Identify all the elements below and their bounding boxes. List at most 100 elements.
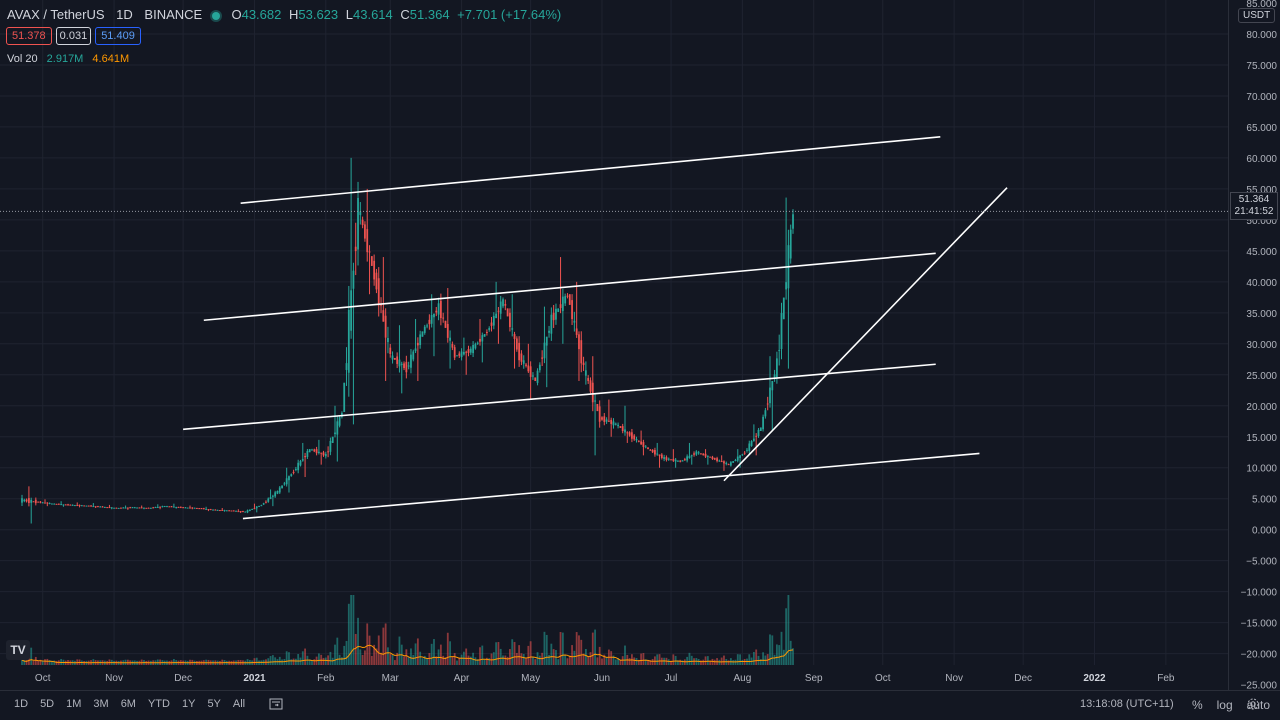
candle-body <box>734 459 737 461</box>
volume-bar <box>382 627 385 665</box>
range-1m[interactable]: 1M <box>66 698 82 710</box>
volume-bar <box>412 654 415 665</box>
candle-body <box>571 300 573 320</box>
price-axis: 85.000 80.000 75.000 70.000 65.000 60.000 55.0… <box>1241 0 1278 692</box>
candle-body <box>403 363 405 369</box>
volume-bar <box>278 656 281 665</box>
volume-bar <box>580 639 583 665</box>
candle-body <box>53 503 56 505</box>
candle-body <box>232 510 235 512</box>
volume-bar <box>780 631 783 665</box>
low-label: L <box>345 7 353 22</box>
range-6m[interactable]: 6M <box>120 698 136 710</box>
range-3m[interactable]: 3M <box>93 698 109 710</box>
bottom-toolbar: 1D 5D 1M 3M 6M YTD 1Y 5Y All 13:18:08 (U… <box>0 690 1280 720</box>
candle-body <box>110 507 113 509</box>
currency-badge[interactable]: USDT <box>1238 8 1276 23</box>
volume-bar <box>628 658 631 665</box>
volume-ma-line <box>21 644 794 664</box>
interval[interactable]: 1D <box>116 7 133 22</box>
candle-body <box>225 510 228 512</box>
candle-body <box>610 419 613 424</box>
volume-bar <box>771 635 774 665</box>
volume-bar <box>515 652 518 665</box>
candle-body <box>361 219 364 226</box>
candle-body <box>472 345 474 354</box>
calendar-goto-icon[interactable] <box>263 698 289 713</box>
volume-bar <box>336 637 339 665</box>
tradingview-logo[interactable]: TV <box>6 640 30 660</box>
range-1y[interactable]: 1Y <box>181 698 196 710</box>
candle-body <box>274 492 277 497</box>
candle-body <box>71 504 74 506</box>
candle-body <box>631 432 633 439</box>
candle-body <box>336 421 339 435</box>
candle-body <box>327 451 330 453</box>
volume-bar <box>253 658 256 665</box>
chart-pane[interactable]: AVAX / TetherUS 1D BINANCE O43.682 H53.6… <box>0 0 1228 690</box>
volume-bar <box>25 658 28 665</box>
volume-bar <box>736 654 739 665</box>
volume-bar <box>518 645 521 665</box>
range-1d[interactable]: 1D <box>14 698 29 710</box>
candle-body <box>709 456 712 458</box>
price-scale[interactable]: 85.000 80.000 75.000 70.000 65.000 60.000 55.0… <box>1228 0 1280 692</box>
volume-bar <box>345 640 348 665</box>
volume-bar <box>527 645 530 665</box>
candle-body <box>532 375 534 377</box>
range-ytd[interactable]: YTD <box>147 698 170 710</box>
candle-body <box>566 295 569 297</box>
candle-body <box>679 460 682 462</box>
candle-body <box>704 453 707 457</box>
candle-body <box>644 446 647 448</box>
gear-icon[interactable] <box>1246 697 1260 714</box>
volume-bar <box>354 633 357 665</box>
candle-body <box>543 342 546 359</box>
candle-body <box>182 507 185 509</box>
candle-body <box>258 505 260 507</box>
candle-body <box>366 229 369 253</box>
buy-price-button[interactable]: 51.409 <box>95 27 141 45</box>
volume-bar <box>433 639 435 665</box>
volume-bar <box>773 654 776 665</box>
volume-bar <box>292 658 295 665</box>
volume-bar <box>476 659 479 665</box>
time-scale[interactable]: Oct Nov Dec 2021 Feb Mar Apr May Jun Jul Aug Sep Oct… <box>0 665 1228 690</box>
symbol-name[interactable]: AVAX / TetherUS <box>7 7 105 22</box>
candle-body <box>299 460 302 466</box>
volume-bar <box>513 642 516 665</box>
range-5d[interactable]: 5D <box>40 698 55 710</box>
candle-body <box>483 334 486 337</box>
candle-body <box>686 456 689 461</box>
log-scale-toggle[interactable]: log <box>1216 698 1233 712</box>
price-tick-label: 5.000 <box>1252 495 1277 506</box>
bar-countdown: 21:41:52 <box>1234 206 1274 217</box>
candle-body <box>419 334 422 346</box>
volume-bar <box>617 657 619 665</box>
volume-bar <box>683 659 686 665</box>
volume-bar <box>778 645 781 665</box>
time-tick-label: Feb <box>317 673 335 684</box>
candle-body <box>317 451 320 453</box>
percent-scale-toggle[interactable]: % <box>1191 698 1203 712</box>
candle-body <box>221 509 224 511</box>
range-all[interactable]: All <box>232 698 246 710</box>
volume-bar <box>679 659 682 665</box>
candlestick-chart[interactable] <box>0 0 1228 690</box>
time-tick-label: Oct <box>875 673 891 684</box>
volume-legend[interactable]: Vol 20 2.917M 4.641M <box>7 53 129 65</box>
sell-price-button[interactable]: 51.378 <box>6 27 52 45</box>
volume-bar <box>582 653 585 665</box>
candle-body <box>509 312 511 328</box>
volume-bar <box>594 629 596 665</box>
volume-bar <box>474 657 477 665</box>
candle-body <box>548 330 550 333</box>
timezone-clock[interactable]: 13:18:08 (UTC+11) <box>1080 698 1174 710</box>
candle-body <box>465 351 468 353</box>
candle-body <box>364 224 366 239</box>
candle-body <box>48 503 51 505</box>
candle-body <box>748 443 751 451</box>
range-5y[interactable]: 5Y <box>207 698 221 710</box>
price-tick-label: 85.000 <box>1246 0 1277 10</box>
candle-body <box>502 299 504 307</box>
